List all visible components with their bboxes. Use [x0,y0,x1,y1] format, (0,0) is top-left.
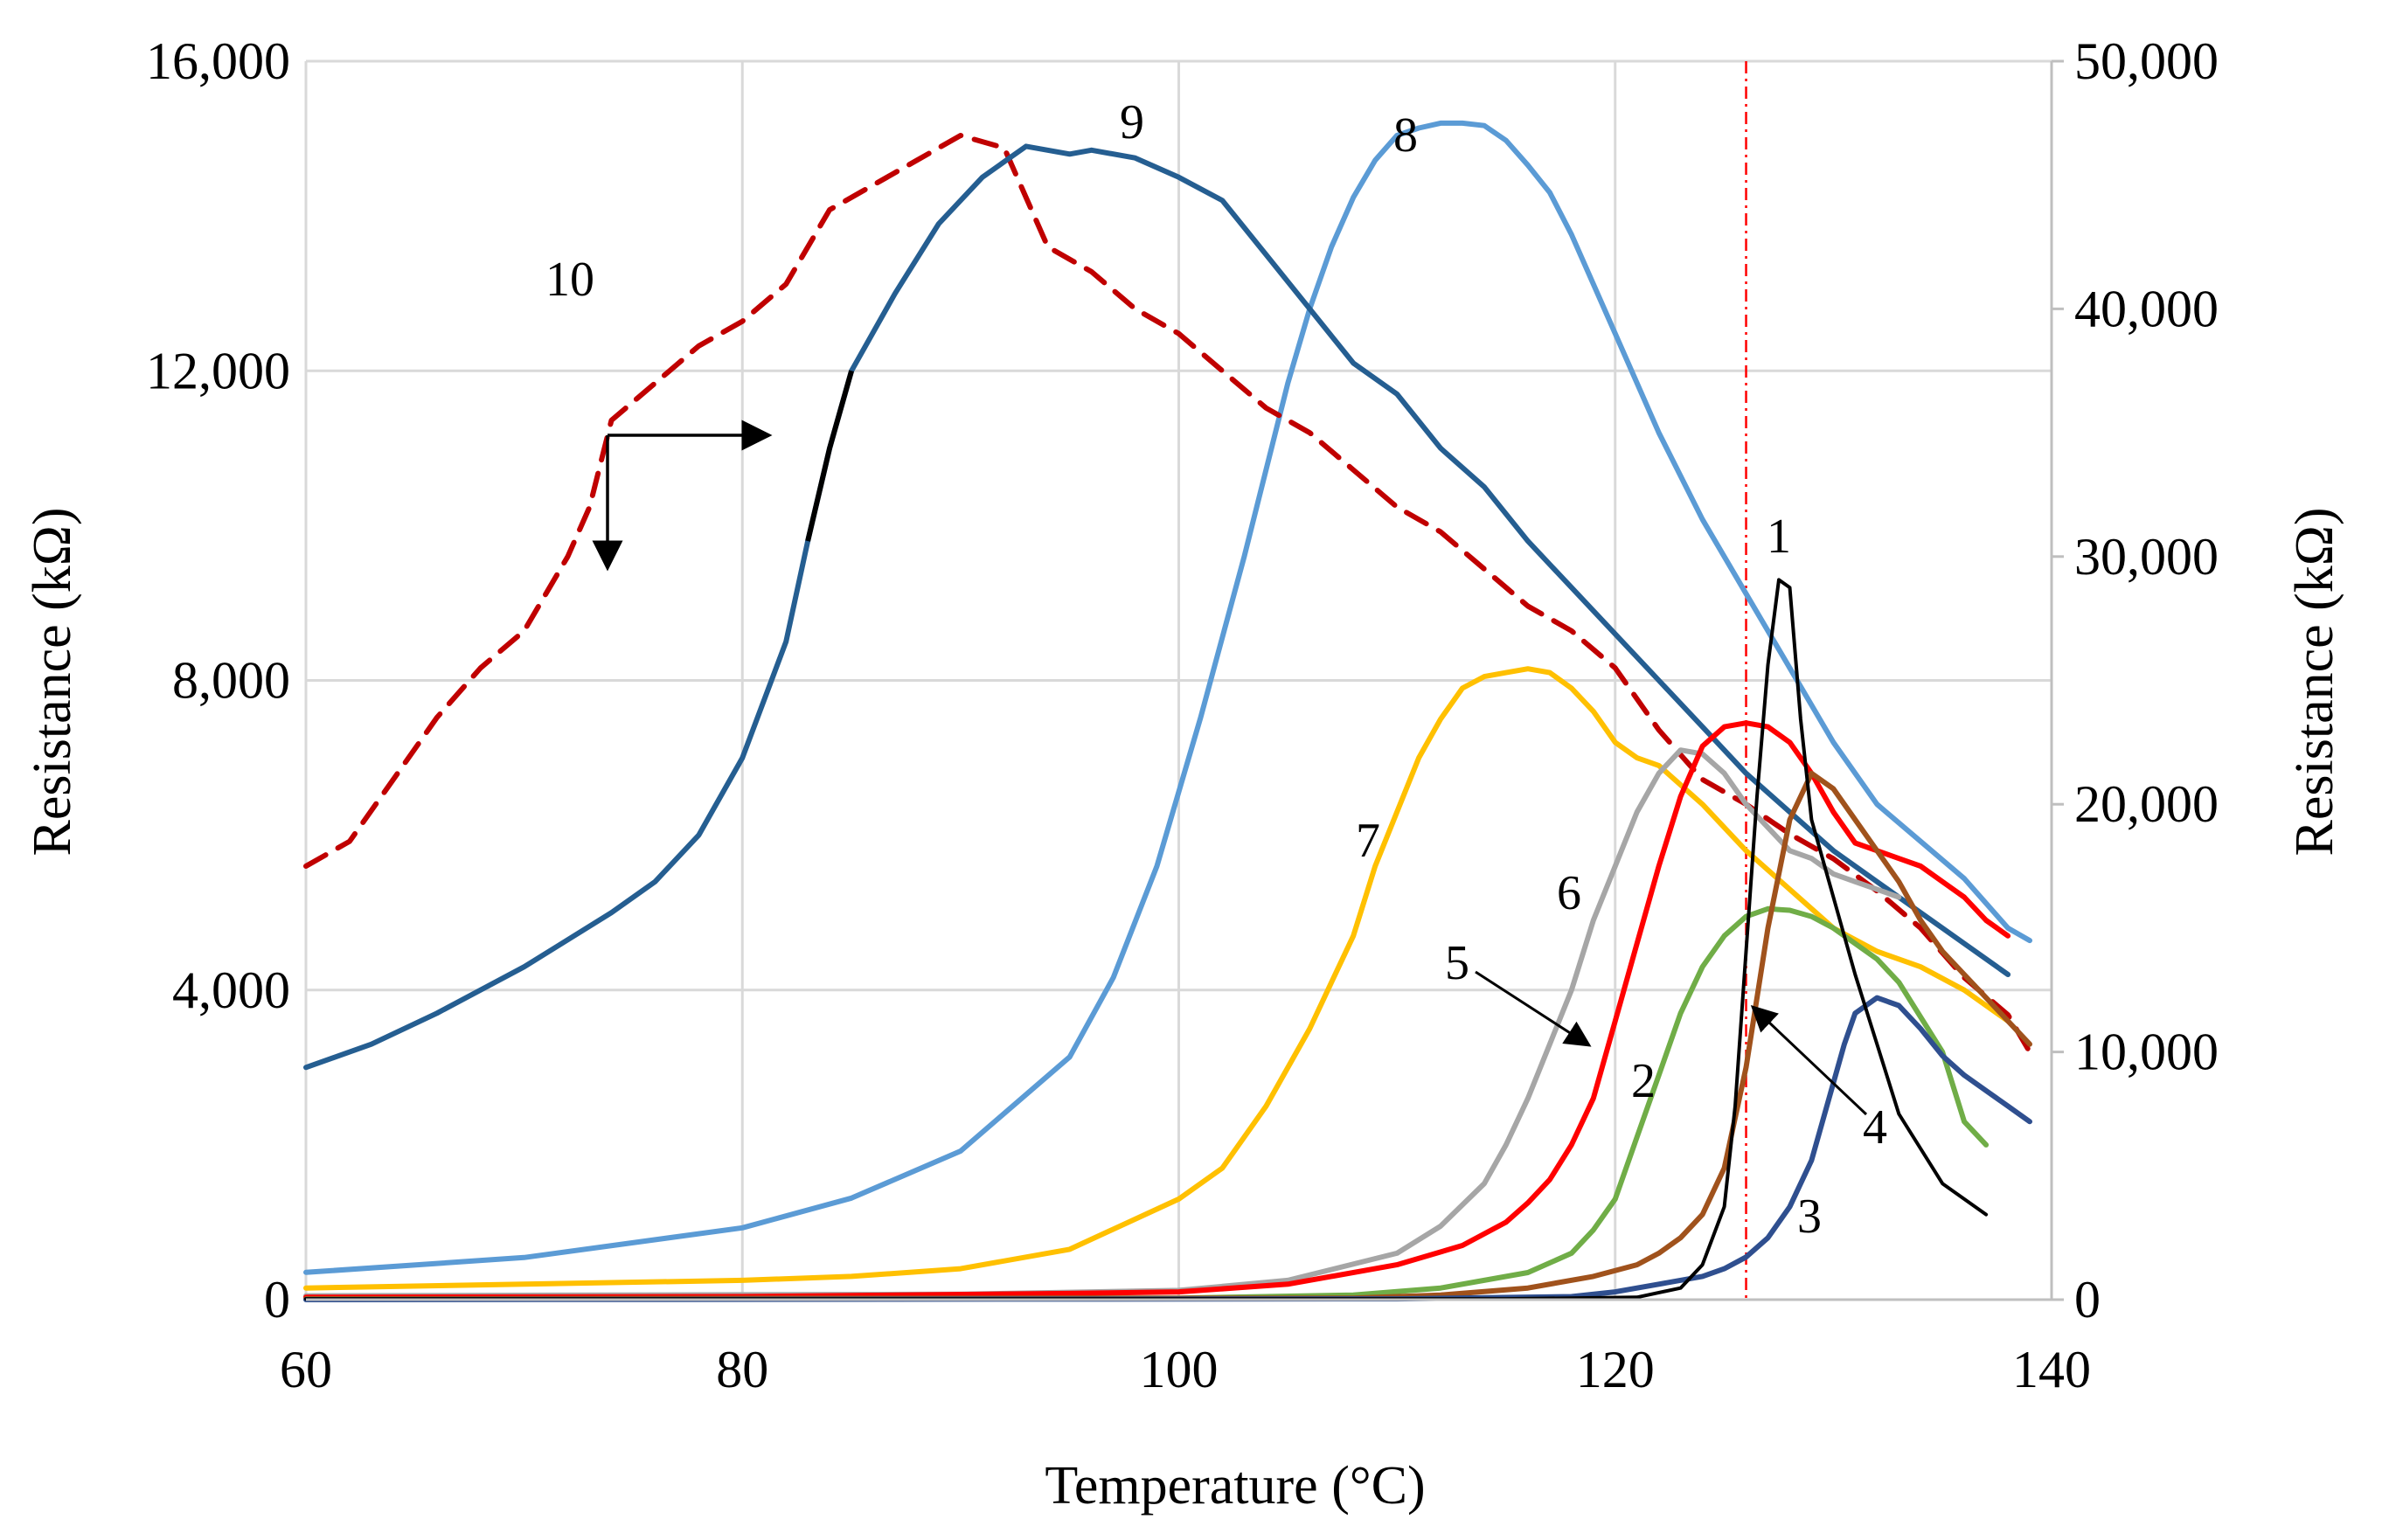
series-layer [303,120,2032,1302]
curve-label-1: 1 [1767,510,1791,564]
x-tick-label: 60 [280,1341,332,1398]
curve-label-7: 7 [1356,814,1380,868]
y-right-tick-label: 20,000 [2074,775,2219,833]
y-left-tick-label: 4,000 [172,961,290,1019]
curve-label-9: 9 [1120,95,1144,149]
y-right-tick-label: 50,000 [2074,32,2219,90]
arrow-curve-5 [1475,970,1592,1047]
x-tick-label: 80 [716,1341,768,1398]
y-right-tick-label: 40,000 [2074,280,2219,337]
curve-label-5: 5 [1445,936,1469,990]
x-tick-label: 140 [2012,1341,2091,1398]
x-tick-label: 100 [1140,1341,1219,1398]
series-line-3 [303,995,2032,1302]
curve-label-10: 10 [545,253,594,307]
series-line-1 [304,578,1989,1301]
curve-label-4: 4 [1863,1100,1887,1155]
curve-label-3: 3 [1797,1190,1822,1244]
series-line-4 [303,770,2032,1302]
y-left-tick-label: 16,000 [146,32,290,90]
x-axis-title: Temperature (°C) [1045,1456,1425,1516]
axis-layer: 60 80 100 120 140 0 4,000 8,000 12,000 16,000 0 10,… [146,32,2219,1398]
series-line-6 [303,747,1902,1299]
y-left-tick-label: 12,000 [146,342,290,399]
y-right-tick-label: 0 [2074,1271,2101,1328]
curve-label-8: 8 [1393,108,1418,163]
series-line-2 [303,905,1990,1302]
series-9-highlight-segment [805,370,854,542]
y-left-tick-label: 0 [264,1271,290,1328]
y-left-tick-label: 8,000 [172,652,290,710]
y-axis-title-right: Resistance (kΩ) [2285,507,2344,856]
y-axis-title-left: Resistance (kΩ) [23,507,82,856]
curve-label-6: 6 [1557,866,1581,920]
arrow-curve-4 [1750,1004,1868,1116]
x-tick-label: 120 [1576,1341,1655,1398]
y-right-tick-label: 10,000 [2074,1023,2219,1081]
curve-label-2: 2 [1631,1054,1656,1108]
series-line-9 [303,143,2011,1071]
series-line-7 [303,666,2011,1291]
annotation-layer: 10 9 8 7 6 5 2 1 43 [545,95,1887,1244]
y-right-tick-label: 30,000 [2074,528,2219,586]
series-line-5 [303,720,2011,1301]
